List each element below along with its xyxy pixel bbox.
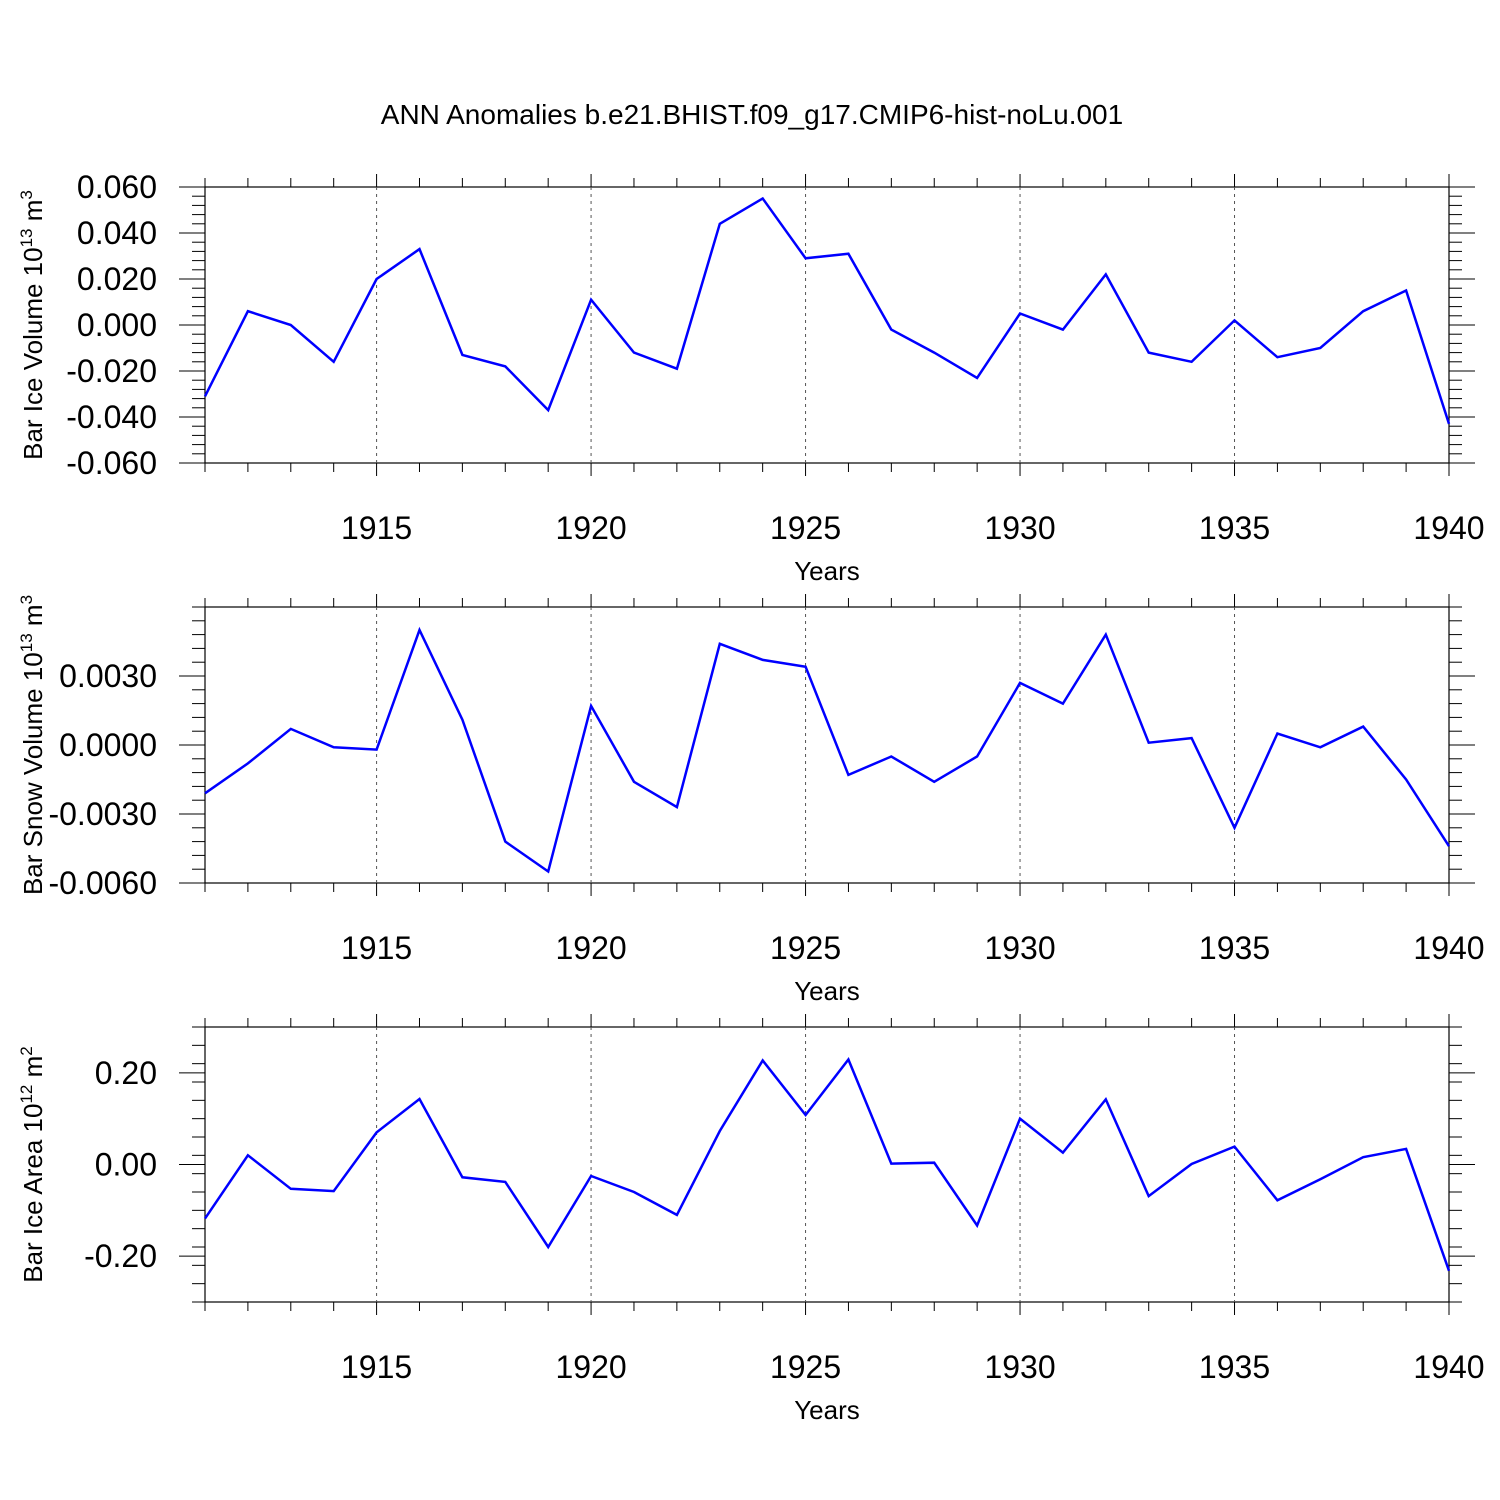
x-tick-label: 1935 xyxy=(1199,1349,1270,1385)
x-tick-label: 1920 xyxy=(555,1349,626,1385)
series-line xyxy=(203,1057,1451,1272)
y-axis-label-superscript: 3 xyxy=(17,190,36,199)
x-tick-label: 1930 xyxy=(984,1349,1055,1385)
x-tick-label: 1935 xyxy=(1199,510,1270,546)
y-tick-label: -0.0030 xyxy=(48,796,157,832)
x-tick-label: 1925 xyxy=(770,930,841,966)
x-tick-label: 1925 xyxy=(770,1349,841,1385)
y-tick-label: 0.000 xyxy=(77,307,157,343)
y-axis-label-text: Bar Ice Volume 10 xyxy=(18,247,48,459)
x-tick-label: 1915 xyxy=(341,1349,412,1385)
x-tick-label: 1920 xyxy=(555,510,626,546)
y-tick-label: 0.20 xyxy=(95,1055,157,1091)
y-tick-label: 0.0030 xyxy=(59,658,157,694)
y-axis-label: Bar Ice Volume 1013 m3 xyxy=(17,190,48,460)
y-tick-label: -0.20 xyxy=(84,1238,157,1274)
x-axis-label: Years xyxy=(794,556,860,586)
y-axis-label-superscript: 3 xyxy=(17,595,36,604)
x-tick-label: 1920 xyxy=(555,930,626,966)
y-axis-label-text: Bar Snow Volume 10 xyxy=(18,652,48,895)
x-tick-label: 1930 xyxy=(984,510,1055,546)
panel-2: 1915 1920 1925 1930 1935 1940 0.0030 0.0000 -0.0… xyxy=(17,594,1485,1006)
y-axis-label-superscript: 2 xyxy=(17,1046,36,1055)
y-axis-label-superscript: 13 xyxy=(17,633,36,652)
x-tick-label: 1940 xyxy=(1413,1349,1484,1385)
y-axis-label: Bar Ice Area 1012 m2 xyxy=(17,1046,48,1283)
x-tick-label: 1940 xyxy=(1413,930,1484,966)
x-axis-label: Years xyxy=(794,976,860,1006)
y-tick-label: 0.0000 xyxy=(59,727,157,763)
x-tick-label: 1935 xyxy=(1199,930,1270,966)
y-axis-label-superscript: 13 xyxy=(17,228,36,247)
series-line xyxy=(203,196,1451,425)
y-tick-label: 0.040 xyxy=(77,215,157,251)
x-tick-label: 1930 xyxy=(984,930,1055,966)
chart-title: ANN Anomalies b.e21.BHIST.f09_g17.CMIP6-… xyxy=(381,99,1123,130)
y-tick-label: -0.0060 xyxy=(48,865,157,901)
y-axis-label-text: m xyxy=(18,1056,48,1085)
y-tick-label: -0.060 xyxy=(66,445,157,481)
y-tick-label: 0.020 xyxy=(77,261,157,297)
x-tick-label: 1940 xyxy=(1413,510,1484,546)
y-axis-label-text: m xyxy=(18,604,48,633)
panels: 1915 1920 1925 1930 1935 1940 0.060 0.040 0.020 0… xyxy=(17,169,1485,1425)
y-axis-label-text: Bar Ice Area 10 xyxy=(18,1104,48,1283)
y-axis-label: Bar Snow Volume 1013 m3 xyxy=(17,595,48,895)
panel-3: 1915 1920 1925 1930 1935 1940 0.20 0.00 -0.20 Yea… xyxy=(17,1014,1485,1425)
y-axis-label-superscript: 12 xyxy=(17,1085,36,1104)
x-tick-label: 1915 xyxy=(341,930,412,966)
x-tick-label: 1925 xyxy=(770,510,841,546)
y-tick-label: -0.040 xyxy=(66,399,157,435)
series-line xyxy=(204,626,1451,874)
y-tick-label: 0.00 xyxy=(95,1147,157,1183)
x-axis-label: Years xyxy=(794,1395,860,1425)
y-tick-label: 0.060 xyxy=(77,169,157,205)
panel-1: 1915 1920 1925 1930 1935 1940 0.060 0.040 0.020 0… xyxy=(17,169,1485,586)
y-axis-label-text: m xyxy=(18,200,48,229)
x-tick-label: 1915 xyxy=(341,510,412,546)
y-tick-label: -0.020 xyxy=(66,353,157,389)
